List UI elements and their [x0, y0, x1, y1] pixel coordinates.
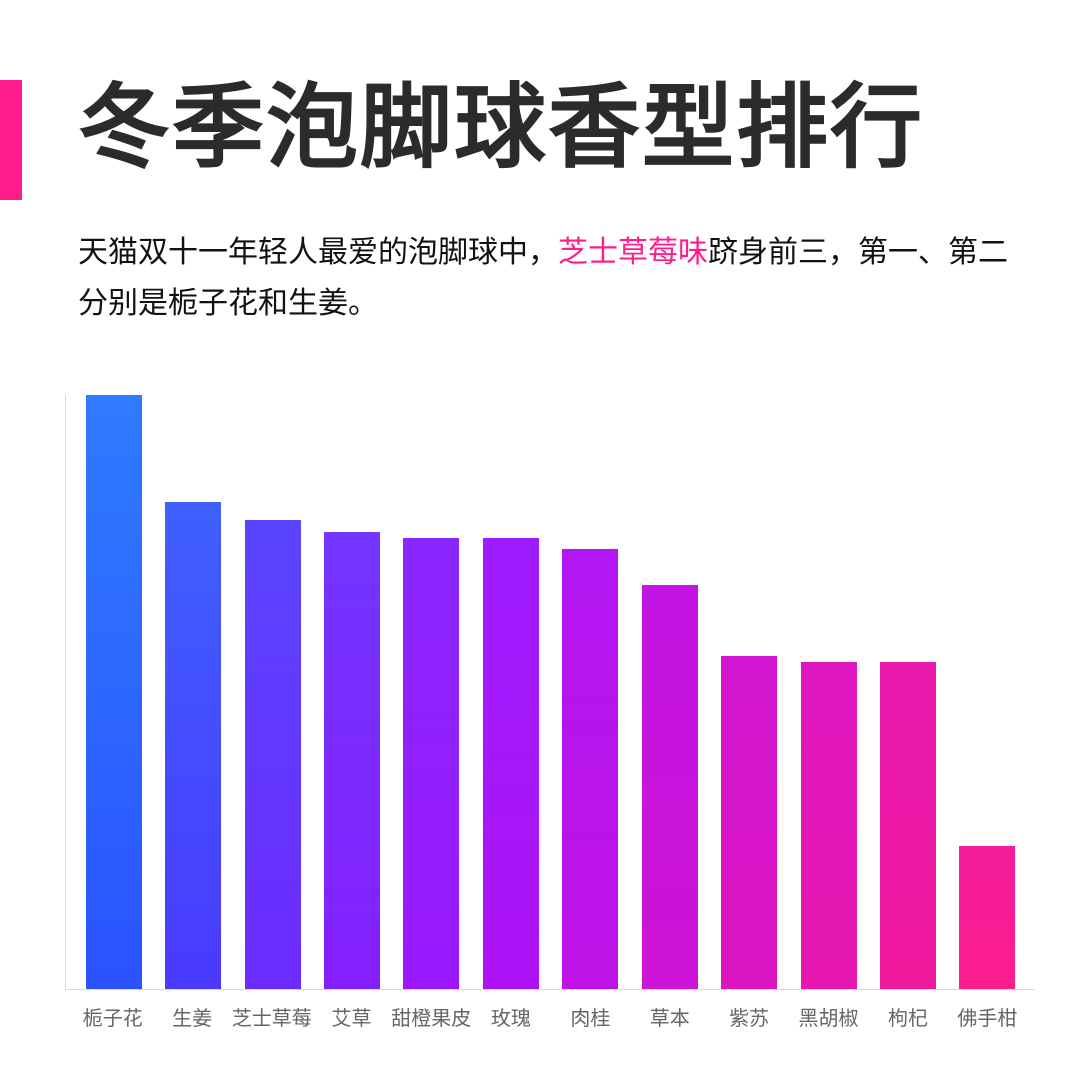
page-title: 冬季泡脚球香型排行 [78, 78, 1010, 179]
bar-slot [233, 395, 312, 989]
bar-slot [153, 395, 232, 989]
bar [562, 549, 618, 989]
accent-bar [0, 80, 22, 200]
bar [642, 585, 698, 989]
bar-slot [709, 395, 788, 989]
bar [324, 532, 380, 989]
subtitle: 天猫双十一年轻人最爱的泡脚球中，芝士草莓味跻身前三，第一、第二分别是栀子花和生姜… [78, 227, 1010, 329]
bar [165, 502, 221, 989]
bar-slot [868, 395, 947, 989]
subtitle-text: 天猫双十一年轻人最爱的泡脚球中， [78, 236, 558, 269]
bar [245, 520, 301, 989]
x-axis-label: 黑胡椒 [789, 1002, 868, 1031]
bar [880, 662, 936, 989]
x-axis-label: 佛手柑 [948, 1002, 1027, 1031]
bar [959, 846, 1015, 989]
x-axis-label: 栀子花 [73, 1002, 152, 1031]
x-axis-label: 艾草 [312, 1002, 391, 1031]
bar [86, 395, 142, 989]
bar-slot [948, 395, 1027, 989]
bar-slot [392, 395, 471, 989]
subtitle-highlight: 芝士草莓味 [558, 236, 708, 269]
bar-chart [65, 395, 1035, 990]
x-axis-label: 生姜 [152, 1002, 231, 1031]
content: 冬季泡脚球香型排行 天猫双十一年轻人最爱的泡脚球中，芝士草莓味跻身前三，第一、第… [0, 0, 1080, 329]
bar-slot [471, 395, 550, 989]
bar-slot [630, 395, 709, 989]
bar-slot [789, 395, 868, 989]
x-axis-labels: 栀子花生姜芝士草莓艾草甜橙果皮玫瑰肉桂草本紫苏黑胡椒枸杞佛手柑 [65, 990, 1035, 1031]
chart-container: 栀子花生姜芝士草莓艾草甜橙果皮玫瑰肉桂草本紫苏黑胡椒枸杞佛手柑 [65, 395, 1035, 1035]
bar-slot [74, 395, 153, 989]
bar [721, 656, 777, 989]
bar-slot [551, 395, 630, 989]
x-axis-label: 枸杞 [868, 1002, 947, 1031]
x-axis-label: 甜橙果皮 [391, 1002, 471, 1031]
bar [483, 538, 539, 989]
x-axis-label: 肉桂 [551, 1002, 630, 1031]
x-axis-label: 草本 [630, 1002, 709, 1031]
x-axis-label: 紫苏 [709, 1002, 788, 1031]
bar [403, 538, 459, 989]
bar [801, 662, 857, 989]
bar-slot [312, 395, 391, 989]
x-axis-label: 玫瑰 [471, 1002, 550, 1031]
x-axis-label: 芝士草莓 [232, 1002, 312, 1031]
